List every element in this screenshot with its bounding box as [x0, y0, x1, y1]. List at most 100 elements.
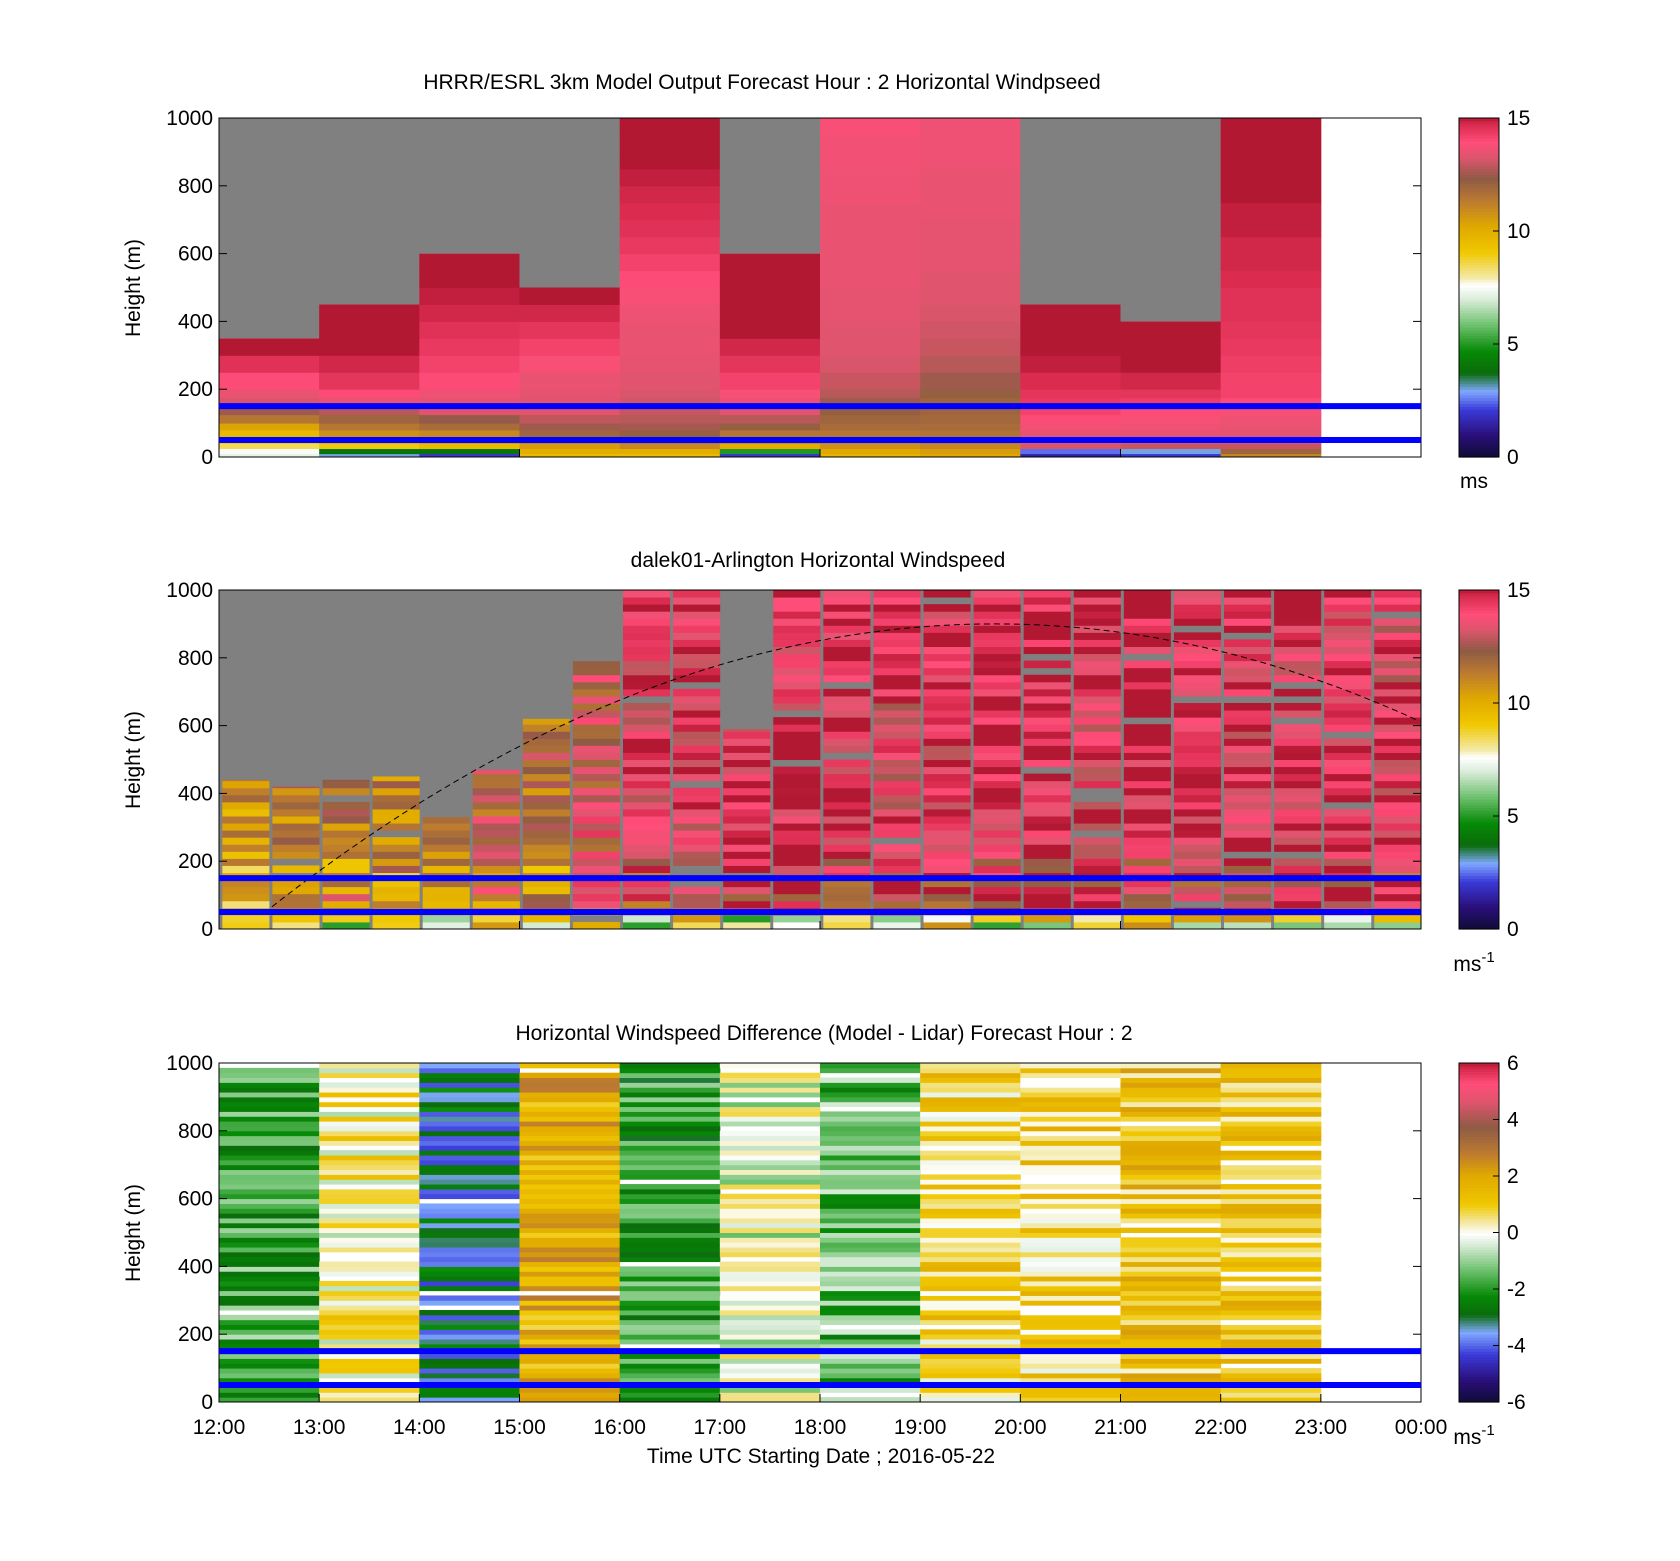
- heatmap-cell: [1123, 597, 1171, 605]
- colorbar-swatch: [1459, 1317, 1499, 1321]
- heatmap-cell: [219, 1247, 320, 1253]
- heatmap-cell: [1120, 372, 1222, 390]
- heatmap-cell: [419, 1276, 520, 1282]
- heatmap-cell: [419, 429, 520, 438]
- heatmap-cell: [823, 808, 871, 817]
- colorbar-swatch: [1459, 1088, 1499, 1092]
- heatmap-cell: [1173, 590, 1222, 598]
- heatmap-cell: [923, 667, 971, 676]
- heatmap-cell: [572, 780, 621, 789]
- heatmap-cell: [1224, 865, 1272, 873]
- heatmap-cell: [920, 1305, 1021, 1311]
- heatmap-cell: [719, 1164, 821, 1171]
- heatmap-cell: [823, 611, 871, 619]
- heatmap-cell: [619, 355, 721, 373]
- heatmap-cell: [1374, 717, 1422, 725]
- heatmap-cell: [272, 837, 320, 845]
- heatmap-cell: [1023, 611, 1071, 619]
- heatmap-cell: [673, 794, 721, 803]
- heatmap-cell: [1123, 667, 1171, 676]
- heatmap-cell: [673, 766, 721, 775]
- heatmap-cell: [623, 858, 671, 866]
- heatmap-cell: [372, 858, 420, 866]
- colorbar-swatch: [1459, 1130, 1499, 1135]
- heatmap-cell: [623, 794, 671, 803]
- colorbar-swatch: [1459, 1283, 1499, 1287]
- heatmap-cell: [820, 1261, 921, 1267]
- heatmap-cell: [920, 1087, 1021, 1093]
- heatmap-cell: [923, 674, 971, 683]
- heatmap-cell: [920, 1077, 1021, 1083]
- heatmap-cell: [1224, 688, 1272, 697]
- colorbar-tick-label: 4: [1507, 1109, 1519, 1132]
- heatmap-cell: [1324, 625, 1372, 633]
- heatmap-cell: [419, 1232, 520, 1238]
- heatmap-cell: [973, 710, 1021, 718]
- colorbar-tick-label: 15: [1507, 579, 1530, 602]
- heatmap-cell: [873, 703, 921, 711]
- y-tick-label: 400: [178, 1255, 213, 1278]
- heatmap-cell: [619, 453, 721, 458]
- heatmap-cell: [1020, 1155, 1121, 1161]
- heatmap-cell: [820, 1387, 921, 1393]
- heatmap-cell: [1220, 151, 1322, 170]
- heatmap-cell: [823, 773, 871, 782]
- heatmap-cell: [623, 823, 671, 831]
- heatmap-cell: [1123, 830, 1171, 838]
- heatmap-cell: [1374, 900, 1422, 909]
- heatmap-cell: [920, 304, 1021, 322]
- heatmap-cell: [719, 1305, 821, 1311]
- heatmap-cell: [1123, 681, 1171, 690]
- heatmap-cell: [419, 1067, 520, 1074]
- heatmap-cell: [619, 372, 721, 390]
- heatmap-cell: [219, 1290, 320, 1296]
- colorbar-swatch: [1459, 253, 1499, 258]
- colorbar-swatch: [1459, 321, 1499, 325]
- heatmap-cell: [372, 780, 420, 789]
- heatmap-cell: [519, 1227, 621, 1233]
- heatmap-cell: [1020, 1203, 1121, 1209]
- heatmap-cell: [419, 1397, 520, 1403]
- heatmap-cell: [773, 632, 821, 640]
- colorbar-swatch: [1459, 830, 1499, 834]
- heatmap-cell: [1023, 886, 1071, 895]
- heatmap-cell: [319, 338, 420, 356]
- heatmap-cell: [1220, 321, 1322, 339]
- heatmap-cell: [973, 830, 1021, 838]
- heatmap-cell: [1274, 597, 1322, 605]
- panel-model: HRRR/ESRL 3km Model Output Forecast Hour…: [122, 71, 1530, 493]
- heatmap-cell: [1120, 1208, 1222, 1214]
- heatmap-cell: [973, 625, 1021, 633]
- colorbar-swatch: [1459, 753, 1499, 758]
- colorbar-swatch: [1459, 233, 1499, 238]
- heatmap-cell: [1220, 1222, 1322, 1229]
- heatmap-cell: [1023, 851, 1071, 859]
- heatmap-cell: [272, 823, 320, 831]
- heatmap-cell: [519, 1063, 621, 1069]
- colorbar-swatch: [1459, 437, 1499, 441]
- heatmap-cell: [623, 837, 671, 845]
- heatmap-cell: [673, 618, 721, 626]
- heatmap-cell: [419, 1247, 520, 1253]
- heatmap-cell: [1173, 653, 1222, 662]
- heatmap-cell: [519, 118, 621, 288]
- colorbar-swatch: [1459, 380, 1499, 385]
- heatmap-cell: [419, 338, 520, 356]
- heatmap-cell: [820, 1193, 921, 1200]
- heatmap-cell: [823, 618, 871, 626]
- heatmap-cell: [319, 1174, 420, 1180]
- colorbar-swatch: [1459, 835, 1499, 840]
- heatmap-cell: [1274, 752, 1322, 760]
- heatmap-cell: [1123, 837, 1171, 845]
- heatmap-cell: [719, 1377, 821, 1384]
- heatmap-cell: [1120, 1392, 1222, 1398]
- heatmap-cell: [222, 801, 270, 810]
- heatmap-cell: [1120, 389, 1222, 399]
- colorbar-swatch: [1459, 878, 1499, 882]
- heatmap-cell: [1120, 1363, 1222, 1369]
- heatmap-cell: [973, 851, 1021, 859]
- heatmap-cell: [1023, 618, 1071, 626]
- heatmap-cell: [519, 1242, 621, 1248]
- heatmap-cell: [1220, 1392, 1322, 1398]
- heatmap-cell: [1023, 745, 1071, 753]
